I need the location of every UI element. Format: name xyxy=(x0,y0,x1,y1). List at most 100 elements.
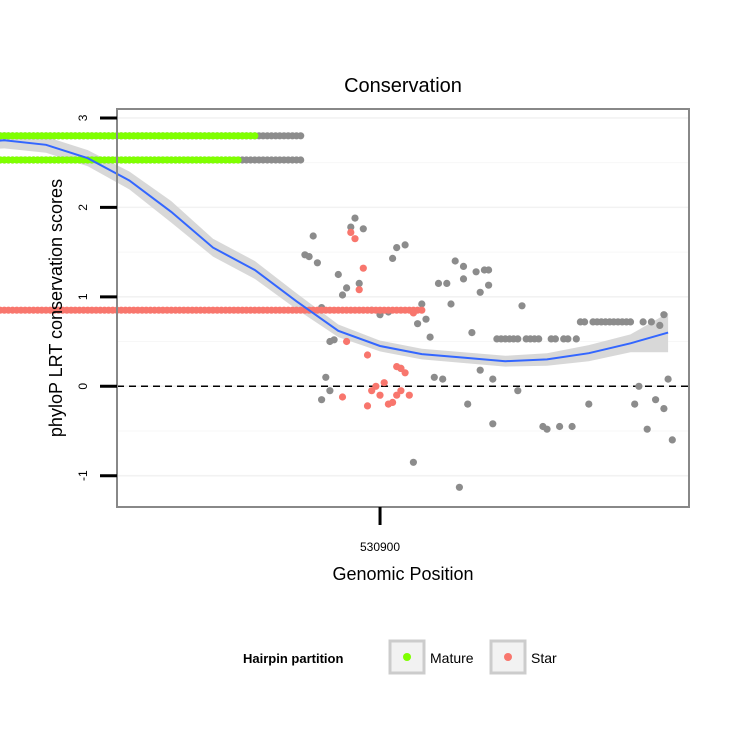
data-point-other xyxy=(576,318,585,326)
data-point-star xyxy=(376,391,384,399)
data-point-other xyxy=(426,333,434,341)
data-point-other xyxy=(301,251,309,259)
data-point-other xyxy=(485,281,493,289)
legend-label-mature: Mature xyxy=(430,650,474,666)
legend-mature-icon xyxy=(403,653,411,661)
data-point-star xyxy=(355,286,363,294)
data-point-other xyxy=(351,214,359,222)
smooth-line-layer xyxy=(0,139,669,363)
data-point-star xyxy=(397,387,405,395)
data-point-star xyxy=(359,264,367,272)
data-point-other xyxy=(643,425,651,433)
data-point-other xyxy=(664,375,672,383)
data-point-other xyxy=(476,288,484,296)
data-point-other xyxy=(639,318,647,326)
data-point-other xyxy=(326,387,334,395)
data-point-other xyxy=(522,335,530,343)
data-point-other xyxy=(480,266,488,274)
x-axis-title: Genomic Position xyxy=(332,564,473,584)
data-point-other xyxy=(464,400,472,408)
data-point-star xyxy=(363,351,372,359)
data-point-other xyxy=(560,335,568,343)
legend-title: Hairpin partition xyxy=(243,651,343,666)
data-point-mature xyxy=(0,156,4,164)
data-point-other xyxy=(422,315,430,323)
data-point-other xyxy=(318,396,326,404)
panel-border xyxy=(116,108,690,508)
data-point-other xyxy=(585,400,593,408)
y-tick-label: 1 xyxy=(76,293,90,300)
data-point-star xyxy=(380,379,388,387)
data-point-other xyxy=(389,254,397,262)
data-point-other xyxy=(656,321,664,329)
data-point-other xyxy=(547,335,555,343)
data-point-other xyxy=(660,311,668,319)
data-point-other xyxy=(409,458,417,466)
data-point-other xyxy=(572,335,580,343)
data-point-other xyxy=(359,225,367,233)
data-point-other xyxy=(635,382,643,390)
data-point-other xyxy=(589,318,597,326)
data-point-other xyxy=(447,300,455,308)
data-point-other xyxy=(459,262,468,270)
series-star xyxy=(0,228,426,410)
data-point-other xyxy=(468,329,476,337)
y-axis-ticks: -1 0 1 2 3 xyxy=(76,114,117,481)
data-point-other xyxy=(493,335,501,343)
chart-title: Conservation xyxy=(344,75,462,97)
y-axis-title: phyloP LRT conservation scores xyxy=(46,179,66,437)
data-point-star xyxy=(384,400,392,408)
smooth-fit-line xyxy=(0,139,669,363)
data-point-other xyxy=(414,320,422,328)
data-point-other xyxy=(309,232,317,240)
confidence-ribbon-layer xyxy=(0,132,669,367)
data-point-other xyxy=(451,257,459,265)
data-point-other xyxy=(647,318,656,326)
data-point-other xyxy=(393,244,401,252)
series-mature xyxy=(0,132,259,164)
y-tick-label: 2 xyxy=(76,204,90,211)
data-point-other xyxy=(434,279,443,287)
plot-panel xyxy=(0,108,690,508)
data-point-star xyxy=(347,228,355,236)
data-point-other xyxy=(539,422,547,431)
data-point-other xyxy=(334,270,342,279)
data-point-other xyxy=(459,275,468,283)
data-point-other xyxy=(489,420,497,428)
data-point-star xyxy=(338,393,347,401)
data-point-other xyxy=(631,400,639,408)
data-point-other xyxy=(514,387,522,395)
data-point-other xyxy=(326,337,334,346)
data-point-other xyxy=(401,241,409,249)
data-point-other xyxy=(472,268,480,276)
data-point-other xyxy=(556,422,564,431)
legend: Hairpin partition Mature Star xyxy=(243,639,557,675)
data-point-other xyxy=(518,302,526,310)
confidence-ribbon xyxy=(0,132,669,367)
data-point-other xyxy=(443,279,451,287)
data-point-other xyxy=(322,373,330,381)
y-tick-label: 0 xyxy=(76,383,90,390)
data-point-other xyxy=(338,291,347,299)
data-point-other xyxy=(347,223,355,231)
data-point-star xyxy=(363,402,372,410)
data-point-other xyxy=(455,483,463,491)
data-point-other xyxy=(418,300,426,308)
legend-star-icon xyxy=(504,653,512,661)
data-point-other xyxy=(489,375,497,383)
data-point-other xyxy=(668,436,676,444)
data-point-other xyxy=(355,279,363,287)
data-point-other xyxy=(313,259,321,267)
data-point-other xyxy=(430,373,438,381)
data-point-star xyxy=(393,363,401,371)
data-point-other xyxy=(476,366,484,374)
data-point-star xyxy=(351,235,359,243)
data-point-star xyxy=(343,337,351,346)
data-point-other xyxy=(660,405,668,413)
data-point-other xyxy=(343,284,351,292)
legend-key-mature xyxy=(388,639,426,675)
y-tick-label: -1 xyxy=(76,470,90,481)
data-point-star xyxy=(409,309,417,317)
data-point-star xyxy=(0,306,4,314)
